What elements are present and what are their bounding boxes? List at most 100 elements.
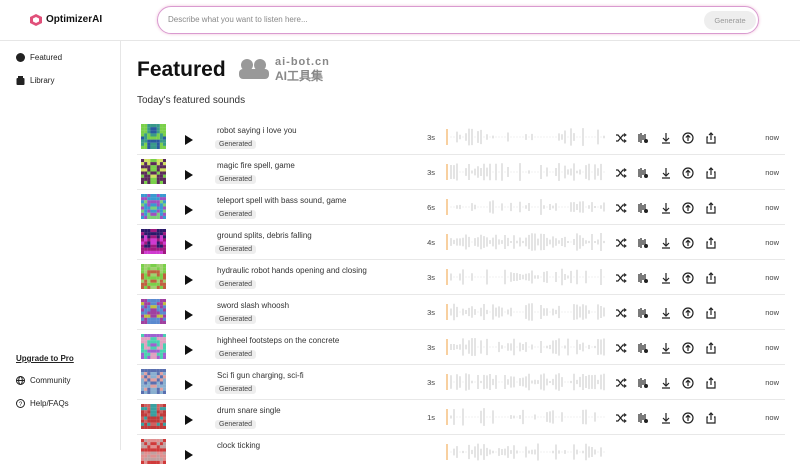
action-icon[interactable] xyxy=(705,202,717,214)
sound-thumbnail xyxy=(141,439,167,465)
action-icon[interactable] xyxy=(705,342,717,354)
row-divider xyxy=(137,434,785,435)
waveform xyxy=(446,128,605,146)
nav-item[interactable]: Featured xyxy=(30,53,63,62)
play-button[interactable] xyxy=(184,380,193,390)
sound-duration: 3s xyxy=(427,133,435,142)
action-icon[interactable] xyxy=(637,412,649,424)
play-button[interactable] xyxy=(184,450,193,460)
waveform xyxy=(446,303,605,321)
search-box[interactable] xyxy=(157,6,759,34)
sound-tag: Generated xyxy=(215,420,257,429)
action-icon[interactable] xyxy=(615,307,627,319)
generate-button[interactable]: Generate xyxy=(704,11,756,30)
action-icon[interactable] xyxy=(660,132,672,144)
waveform xyxy=(446,233,605,251)
sound-tag: Generated xyxy=(215,210,257,219)
waveform xyxy=(446,268,605,286)
action-icon[interactable] xyxy=(637,272,649,284)
action-icon[interactable] xyxy=(660,412,672,424)
waveform xyxy=(446,408,605,426)
action-icon[interactable] xyxy=(615,272,627,284)
sound-name: Sci fi gun charging, sci-fi xyxy=(217,371,304,380)
action-icon[interactable] xyxy=(660,307,672,319)
action-icon[interactable] xyxy=(682,412,694,424)
sound-time: now xyxy=(765,343,779,352)
action-icon[interactable] xyxy=(682,272,694,284)
action-icon[interactable] xyxy=(682,202,694,214)
action-icon[interactable] xyxy=(637,377,649,389)
play-button[interactable] xyxy=(184,415,193,425)
sound-tag: Generated xyxy=(215,140,257,149)
action-icon[interactable] xyxy=(637,237,649,249)
play-button[interactable] xyxy=(184,135,193,145)
action-icon[interactable] xyxy=(705,412,717,424)
library-icon xyxy=(16,76,25,85)
row-divider xyxy=(137,294,785,295)
play-button[interactable] xyxy=(184,345,193,355)
action-icon[interactable] xyxy=(660,167,672,179)
waveform xyxy=(446,199,605,215)
upgrade-link[interactable]: Upgrade to Pro xyxy=(16,354,74,363)
row-divider xyxy=(137,399,785,400)
sound-thumbnail xyxy=(141,264,167,290)
sound-time: now xyxy=(765,168,779,177)
action-icon[interactable] xyxy=(637,167,649,179)
play-button[interactable] xyxy=(184,170,193,180)
action-icon[interactable] xyxy=(615,167,627,179)
action-icon[interactable] xyxy=(705,237,717,249)
action-icon[interactable] xyxy=(705,272,717,284)
action-icon[interactable] xyxy=(660,202,672,214)
action-icon[interactable] xyxy=(637,132,649,144)
action-icon[interactable] xyxy=(637,342,649,354)
sound-name: ground splits, debris falling xyxy=(217,231,312,240)
watermark-text: AI工具集 xyxy=(275,69,324,83)
action-icon[interactable] xyxy=(705,132,717,144)
action-icon[interactable] xyxy=(615,202,627,214)
action-icon[interactable] xyxy=(660,272,672,284)
play-button[interactable] xyxy=(184,310,193,320)
waveform xyxy=(446,443,605,461)
action-icon[interactable] xyxy=(682,132,694,144)
sound-name: robot saying i love you xyxy=(217,126,297,135)
action-icon[interactable] xyxy=(615,237,627,249)
sound-name: teleport spell with bass sound, game xyxy=(217,196,347,205)
sound-time: now xyxy=(765,273,779,282)
action-icon[interactable] xyxy=(682,307,694,319)
row-divider xyxy=(137,364,785,365)
action-icon[interactable] xyxy=(682,377,694,389)
row-divider xyxy=(137,224,785,225)
action-icon[interactable] xyxy=(682,237,694,249)
action-icon[interactable] xyxy=(705,307,717,319)
action-icon[interactable] xyxy=(615,342,627,354)
action-icon[interactable] xyxy=(660,342,672,354)
action-icon[interactable] xyxy=(615,412,627,424)
featured-icon xyxy=(16,53,25,62)
action-icon[interactable] xyxy=(660,237,672,249)
sound-duration: 3s xyxy=(427,378,435,387)
play-button[interactable] xyxy=(184,240,193,250)
action-icon[interactable] xyxy=(682,342,694,354)
sound-tag: Generated xyxy=(215,175,257,184)
sound-tag: Generated xyxy=(215,280,257,289)
action-icon[interactable] xyxy=(615,132,627,144)
action-icon[interactable] xyxy=(615,377,627,389)
action-icon[interactable] xyxy=(637,307,649,319)
action-icon[interactable] xyxy=(705,377,717,389)
help-icon: ? xyxy=(16,399,25,408)
row-divider xyxy=(137,329,785,330)
action-icon[interactable] xyxy=(660,377,672,389)
sound-thumbnail xyxy=(141,159,167,185)
action-icon[interactable] xyxy=(637,202,649,214)
sound-tag: Generated xyxy=(215,315,257,324)
sidebar-border xyxy=(120,41,121,450)
action-icon[interactable] xyxy=(682,167,694,179)
action-icon[interactable] xyxy=(705,167,717,179)
sidebar-link[interactable]: Community xyxy=(30,376,71,385)
play-button[interactable] xyxy=(184,205,193,215)
sound-duration: 6s xyxy=(427,203,435,212)
sound-thumbnail xyxy=(141,369,167,395)
nav-item[interactable]: Library xyxy=(30,76,55,85)
play-button[interactable] xyxy=(184,275,193,285)
sidebar-link[interactable]: Help/FAQs xyxy=(30,399,69,408)
